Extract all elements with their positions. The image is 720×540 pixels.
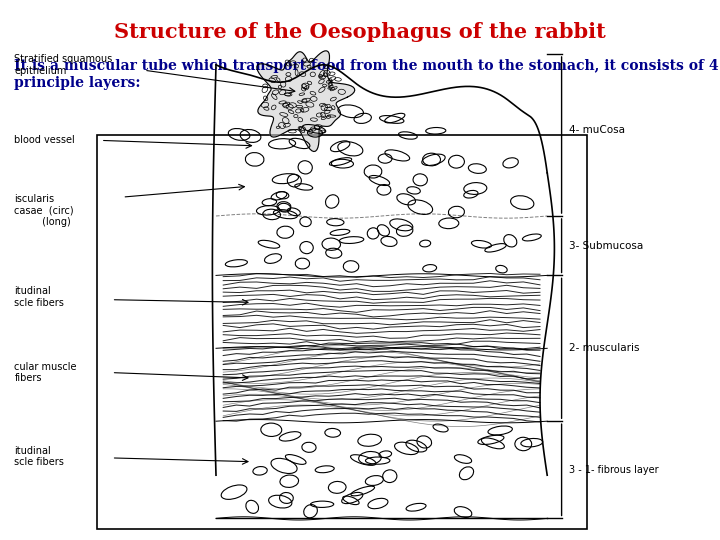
Text: 2- muscularis: 2- muscularis xyxy=(569,343,639,353)
Text: 4- muCosa: 4- muCosa xyxy=(569,125,625,134)
Text: itudinal
scle fibers: itudinal scle fibers xyxy=(14,446,64,467)
Text: It is a muscular tube which transport food from the mouth to the stomach, it con: It is a muscular tube which transport fo… xyxy=(14,59,719,90)
Text: cular muscle
fibers: cular muscle fibers xyxy=(14,362,77,383)
Text: Stratified squamous
epithelium: Stratified squamous epithelium xyxy=(14,54,112,76)
Text: itudinal
scle fibers: itudinal scle fibers xyxy=(14,286,64,308)
Text: iscularis
casae  (circ)
         (long): iscularis casae (circ) (long) xyxy=(14,194,74,227)
Text: 3- Submucosa: 3- Submucosa xyxy=(569,241,643,251)
Text: blood vessel: blood vessel xyxy=(14,136,75,145)
Text: Structure of the Oesophagus of the rabbit: Structure of the Oesophagus of the rabbi… xyxy=(114,22,606,42)
Text: 3 - 1- fibrous layer: 3 - 1- fibrous layer xyxy=(569,465,658,475)
FancyBboxPatch shape xyxy=(97,135,587,529)
Polygon shape xyxy=(257,51,355,152)
